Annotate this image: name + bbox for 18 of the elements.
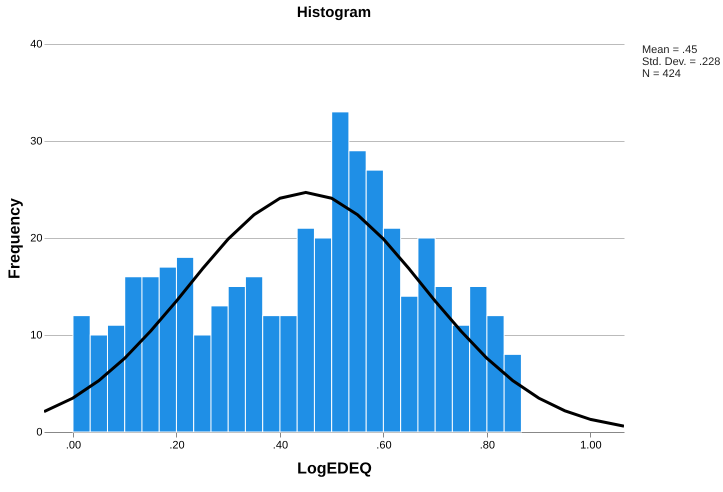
y-tick-label: 20	[30, 232, 42, 244]
text: Mean = .45	[642, 44, 698, 56]
chart-title: Histogram	[296, 4, 372, 21]
x-tick-label: .00	[66, 440, 82, 452]
text: Std. Dev. = .228	[642, 56, 720, 68]
x-axis-title: LogEDEQ	[297, 460, 372, 478]
x-tick-label: .20	[169, 440, 185, 452]
y-tick-label: 0	[36, 426, 42, 438]
x-tick-label: .80	[480, 440, 496, 452]
y-axis-title: Frequency	[6, 198, 24, 279]
x-tick-label: 1.00	[580, 440, 602, 452]
x-tick-label: .60	[376, 440, 392, 452]
line-series	[44, 190, 624, 428]
text: N = 424	[642, 68, 682, 80]
y-tick-label: 40	[30, 38, 42, 50]
x-tick-label: .40	[272, 440, 288, 452]
y-tick-label: 10	[30, 330, 42, 342]
y-tick-label: 30	[30, 136, 42, 148]
